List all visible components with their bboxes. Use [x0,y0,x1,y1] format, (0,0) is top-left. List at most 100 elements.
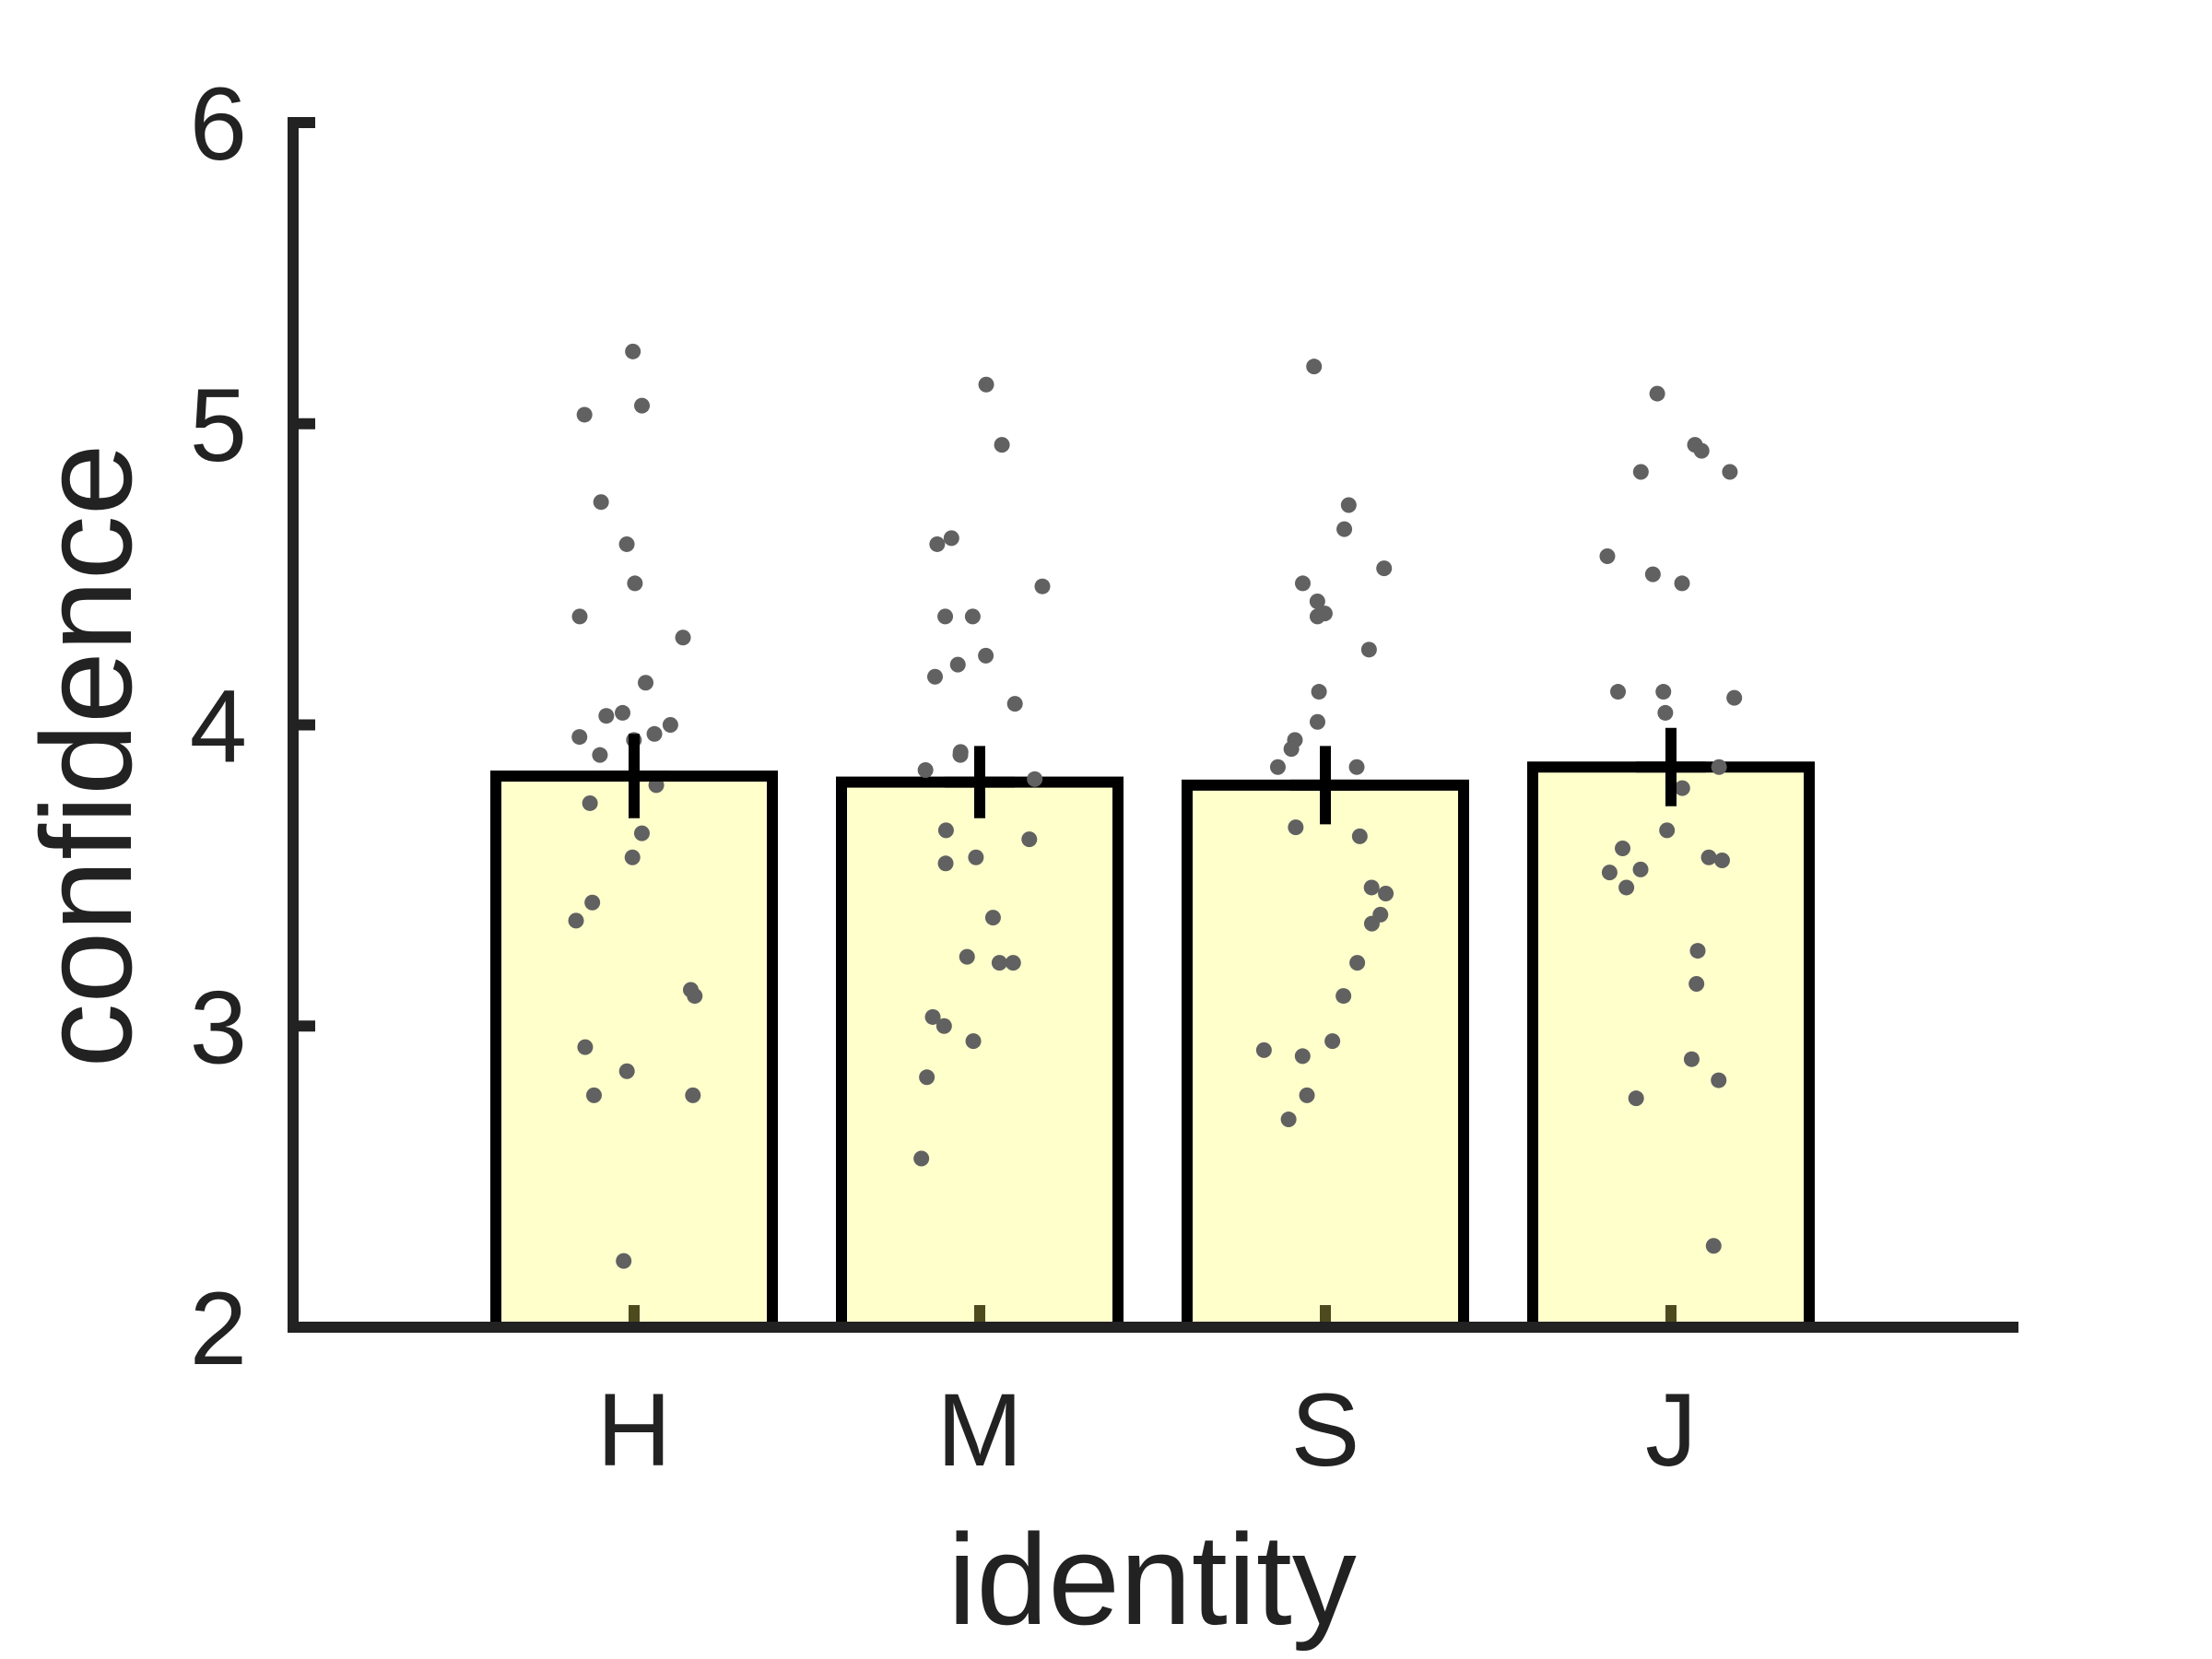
bar-H [490,771,778,1333]
data-point-S [1376,560,1393,577]
data-point-S [1309,608,1325,625]
data-point-J [1711,759,1727,775]
data-point-M [1027,771,1043,787]
data-point-M [978,376,994,393]
data-point-H [571,608,588,625]
data-point-M [952,747,969,763]
data-point-J [1601,865,1618,881]
data-point-S [1360,641,1377,658]
data-point-J [1674,575,1690,592]
data-point-H [624,849,641,865]
data-point-J [1726,689,1743,706]
data-point-M [968,849,984,865]
data-point-M [943,530,959,547]
data-point-M [937,855,954,872]
data-point-S [1336,521,1353,537]
data-point-H [625,343,641,359]
data-point-H [598,708,615,724]
data-point-S [1363,915,1380,932]
bar-J [1527,761,1815,1333]
data-point-H [584,894,601,911]
data-point-J [1693,442,1710,459]
x-tick-label: H [597,1372,672,1488]
data-point-S [1299,1087,1315,1103]
data-points [568,343,1743,1269]
y-tick-label: 4 [190,669,247,784]
data-point-J [1644,566,1661,582]
data-point-J [1674,780,1690,796]
data-point-S [1340,497,1357,513]
data-point-M [984,910,1001,926]
data-point-M [937,822,954,839]
data-point-J [1711,1072,1727,1088]
data-point-S [1283,741,1300,758]
data-point-M [1005,955,1021,971]
data-point-J [1618,879,1635,896]
data-point-M [965,1033,982,1050]
data-point-S [1363,879,1380,896]
data-point-S [1309,594,1325,610]
data-point-H [687,988,703,1005]
data-point-M [929,535,946,552]
y-tick-label: 5 [190,368,247,483]
data-point-J [1632,861,1649,877]
data-point-H [593,494,609,511]
data-point-M [935,1018,952,1034]
data-point-M [959,948,975,965]
bar-S [1182,779,1469,1333]
error-bars [599,727,1706,825]
data-point-S [1255,1041,1272,1058]
data-point-S [1378,885,1394,901]
data-point-J [1700,849,1717,865]
data-point-S [1311,684,1327,700]
data-point-H [646,725,663,742]
x-axis-label: identity [947,1507,1357,1652]
y-tick-label: 3 [190,970,247,1085]
data-point-M [924,1008,941,1025]
data-point-H [592,747,608,763]
data-point-S [1306,359,1323,375]
data-point-M [964,608,981,625]
data-point-M [949,656,966,673]
data-point-M [991,955,1007,971]
data-point-H [618,1063,635,1079]
data-point-M [994,437,1010,453]
data-point-S [1351,828,1368,844]
data-point-H [618,535,635,552]
data-point-H [634,397,651,414]
data-point-H [576,406,593,423]
data-point-S [1294,1048,1311,1065]
data-point-J [1610,684,1627,700]
data-point-S [1294,575,1311,592]
data-point-J [1722,464,1738,480]
data-point-J [1683,1051,1700,1067]
data-point-S [1324,1033,1341,1050]
data-point-S [1348,759,1365,775]
data-point-M [1034,578,1051,594]
data-point-S [1280,1112,1297,1128]
data-point-H [633,825,650,841]
y-tick-label: 2 [190,1271,247,1386]
data-point-J [1632,464,1649,480]
x-tick-label: S [1291,1372,1360,1488]
y-tick-label: 6 [190,66,247,182]
x-tick-label: J [1645,1372,1697,1488]
data-point-M [919,1069,935,1086]
data-point-S [1335,988,1352,1005]
data-point-H [675,629,691,646]
data-point-J [1688,976,1705,993]
data-point-H [571,729,588,746]
data-point-J [1599,548,1616,565]
data-point-J [1657,704,1674,721]
data-point-H [662,717,678,733]
data-point-H [638,675,654,691]
data-point-M [917,762,934,779]
data-point-S [1288,819,1304,836]
data-point-H [616,1253,632,1269]
x-tick-label: M [936,1372,1022,1488]
data-point-M [1006,696,1023,712]
data-point-M [937,608,954,625]
data-point-S [1349,955,1366,971]
data-point-J [1659,822,1676,839]
